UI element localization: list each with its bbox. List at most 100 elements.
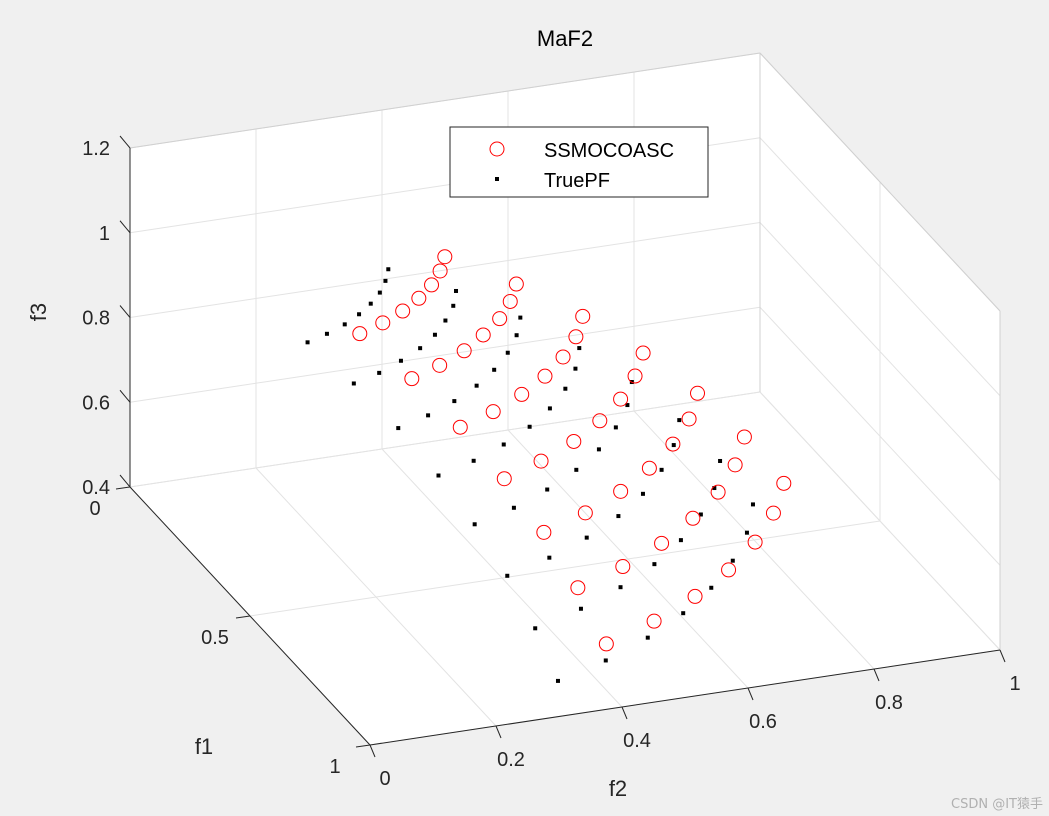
f1-tick-label: 1 [329,756,340,778]
ssmocoasc-point [452,419,468,435]
truepf-point [505,573,510,578]
truepf-point [640,491,645,496]
ssmocoasc-point [514,386,530,402]
z-axis-label: f3 [26,303,51,321]
truepf-point [533,626,538,631]
ssmocoasc-point [395,303,411,319]
legend-marker-dot [495,177,499,181]
ssmocoasc-point [570,580,586,596]
f2-axis-line [369,649,1001,746]
truepf-point [396,426,401,431]
truepf-point [671,443,676,448]
f1-tick-label: 0 [89,498,100,520]
side-gridline-f3 [759,137,1001,397]
f1-tick-label: 0.5 [201,627,229,649]
ssmocoasc-point [747,534,763,550]
ssmocoasc-point [615,559,631,575]
truepf-point [574,467,579,472]
floor-gridline-f2 [381,448,623,708]
ssmocoasc-point [635,345,651,361]
f3-tick-label: 0.8 [82,308,110,330]
f3-tick-label: 0.6 [82,392,110,414]
legend-label-truepf: TruePF [544,170,610,192]
legend-box [449,126,709,198]
f2-tick-mark [999,649,1006,663]
ssmocoasc-point [727,457,743,473]
ssmocoasc-point [496,471,512,487]
ssmocoasc-point [575,308,591,324]
truepf-point [618,585,623,590]
ssmocoasc-point [485,404,501,420]
box-edge [129,52,761,149]
legend: SSMOCOASC TruePF [449,126,709,198]
watermark: CSDN @IT猿手 [951,797,1043,812]
ssmocoasc-point [665,436,681,452]
truepf-point [518,315,523,320]
ssmocoasc-point [432,263,448,279]
truepf-point [547,555,552,560]
f2-tick-label: 1 [1009,673,1020,695]
truepf-point [511,505,516,510]
ssmocoasc-point [456,343,472,359]
f2-tick-mark [621,706,628,720]
truepf-point [712,486,717,491]
truepf-point [584,535,589,540]
floor-gridline-f2 [255,467,497,727]
f3-tick-mark [119,305,131,318]
ssmocoasc-point [404,371,420,387]
data-marks [305,249,792,683]
f3-tick-mark [119,389,131,403]
truepf-point [514,333,519,338]
truepf-point [616,514,621,519]
ssmocoasc-point [537,368,553,384]
ssmocoasc-point [765,505,781,521]
ssmocoasc-point [437,249,453,265]
back-gridline-f3 [129,306,761,403]
truepf-point [501,442,506,447]
ssmocoasc-point [352,326,368,342]
truepf-point [652,562,657,567]
truepf-point [351,381,356,386]
f3-tick-mark [119,135,131,149]
ssmocoasc-point [566,433,582,449]
f2-tick-mark [873,668,880,682]
ssmocoasc-point [508,276,524,292]
truepf-point [377,290,382,295]
truepf-point [418,346,423,351]
f1-tick-mark [235,615,251,619]
truepf-point [436,473,441,478]
truepf-point [563,386,568,391]
truepf-point [342,322,347,327]
truepf-point [730,558,735,563]
ssmocoasc-point [502,293,518,309]
truepf-point [547,406,552,411]
ssmocoasc-point [681,411,697,427]
f3-tick-label: 1.2 [82,138,110,160]
ssmocoasc-point [687,588,703,604]
truepf-point [527,424,532,429]
ssmocoasc-point [690,385,706,401]
ssmocoasc-point [710,484,726,500]
truepf-point [383,278,388,283]
f1-tick-mark [115,486,131,490]
truepf-point [596,447,601,452]
side-gridline-f3 [759,306,1001,566]
truepf-point [625,403,630,408]
truepf-point [452,399,457,404]
ssmocoasc-point [492,311,508,327]
truepf-point [573,366,578,371]
y-axis-label: f2 [609,776,627,801]
f2-tick-mark [747,687,754,701]
truepf-point [386,267,391,272]
f3-tick-mark [119,220,131,234]
truepf-point [677,418,682,423]
truepf-point [443,318,448,323]
floor-gridline-f2 [633,410,875,670]
ssmocoasc-point [577,505,593,521]
truepf-point [545,487,550,492]
side-gridline-f3 [759,222,1001,481]
truepf-point [472,522,477,527]
truepf-point [398,358,403,363]
ssmocoasc-point [424,277,440,293]
